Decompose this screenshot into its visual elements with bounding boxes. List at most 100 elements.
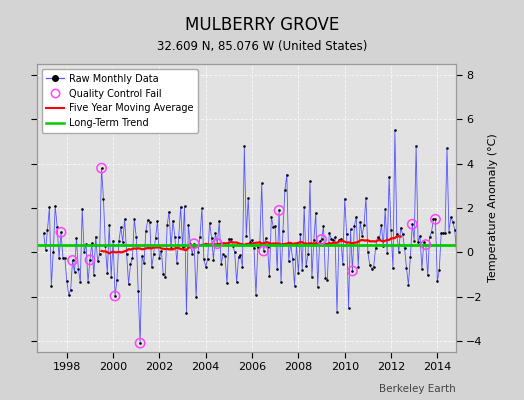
- Point: [223, 280, 231, 286]
- Point: [95, 250, 104, 257]
- Point: [92, 233, 100, 240]
- Point: [408, 221, 417, 228]
- Point: [141, 227, 150, 234]
- Point: [111, 293, 119, 299]
- Point: [395, 248, 403, 255]
- Point: [182, 310, 191, 316]
- Point: [296, 231, 304, 237]
- Point: [97, 165, 106, 171]
- Point: [177, 204, 185, 210]
- Point: [302, 263, 310, 269]
- Point: [366, 262, 374, 268]
- Point: [69, 257, 77, 264]
- Point: [259, 248, 268, 254]
- Point: [261, 235, 270, 242]
- Point: [39, 230, 48, 237]
- Point: [354, 264, 363, 270]
- Point: [269, 224, 278, 230]
- Point: [290, 282, 299, 289]
- Point: [134, 288, 143, 294]
- Point: [306, 178, 314, 185]
- Point: [126, 261, 135, 268]
- Point: [192, 294, 200, 300]
- Point: [62, 278, 71, 284]
- Point: [184, 222, 193, 228]
- Point: [383, 250, 391, 256]
- Point: [180, 203, 189, 210]
- Point: [352, 213, 361, 220]
- Point: [109, 238, 117, 244]
- Point: [190, 240, 199, 247]
- Point: [221, 253, 229, 259]
- Point: [315, 238, 324, 245]
- Point: [400, 245, 409, 251]
- Point: [319, 223, 328, 229]
- Point: [231, 249, 239, 255]
- Point: [88, 240, 96, 246]
- Point: [329, 236, 337, 243]
- Point: [225, 235, 233, 242]
- Point: [422, 242, 430, 248]
- Point: [398, 231, 407, 237]
- Point: [190, 240, 199, 247]
- Point: [124, 280, 133, 287]
- Point: [55, 255, 63, 261]
- Point: [300, 204, 308, 210]
- Point: [186, 241, 194, 247]
- Point: [422, 242, 430, 248]
- Point: [228, 243, 237, 249]
- Point: [242, 233, 250, 239]
- Point: [57, 229, 65, 236]
- Point: [259, 248, 268, 254]
- Point: [202, 264, 210, 270]
- Point: [285, 257, 293, 264]
- Point: [339, 261, 347, 268]
- Point: [138, 253, 146, 259]
- Point: [43, 226, 52, 233]
- Point: [325, 230, 333, 236]
- Point: [443, 145, 451, 151]
- Point: [279, 228, 287, 234]
- Point: [288, 256, 297, 262]
- Point: [367, 266, 376, 272]
- Point: [451, 226, 459, 233]
- Point: [144, 217, 152, 223]
- Point: [234, 254, 243, 260]
- Point: [196, 234, 204, 240]
- Point: [161, 273, 169, 280]
- Point: [244, 195, 253, 201]
- Point: [215, 218, 223, 225]
- Point: [165, 208, 173, 215]
- Point: [146, 219, 154, 226]
- Point: [435, 267, 443, 273]
- Point: [375, 236, 384, 242]
- Legend: Raw Monthly Data, Quality Control Fail, Five Year Moving Average, Long-Term Tren: Raw Monthly Data, Quality Control Fail, …: [41, 69, 198, 133]
- Point: [103, 270, 112, 276]
- Point: [431, 216, 440, 222]
- Point: [205, 220, 214, 226]
- Point: [115, 238, 123, 244]
- Point: [154, 218, 162, 224]
- Point: [416, 233, 424, 240]
- Point: [439, 230, 447, 236]
- Point: [163, 222, 171, 229]
- Point: [275, 207, 283, 214]
- Point: [310, 237, 318, 244]
- Point: [331, 234, 339, 240]
- Point: [327, 235, 335, 242]
- Point: [188, 250, 196, 257]
- Point: [298, 266, 307, 273]
- Point: [128, 255, 137, 261]
- Point: [213, 240, 222, 247]
- Point: [256, 241, 264, 248]
- Point: [169, 217, 177, 224]
- Point: [72, 235, 81, 241]
- Point: [157, 248, 166, 254]
- Point: [209, 256, 217, 263]
- Point: [445, 228, 453, 235]
- Point: [67, 287, 75, 293]
- Point: [101, 243, 110, 250]
- Y-axis label: Temperature Anomaly (°C): Temperature Anomaly (°C): [488, 134, 498, 282]
- Point: [64, 292, 73, 298]
- Point: [59, 255, 67, 261]
